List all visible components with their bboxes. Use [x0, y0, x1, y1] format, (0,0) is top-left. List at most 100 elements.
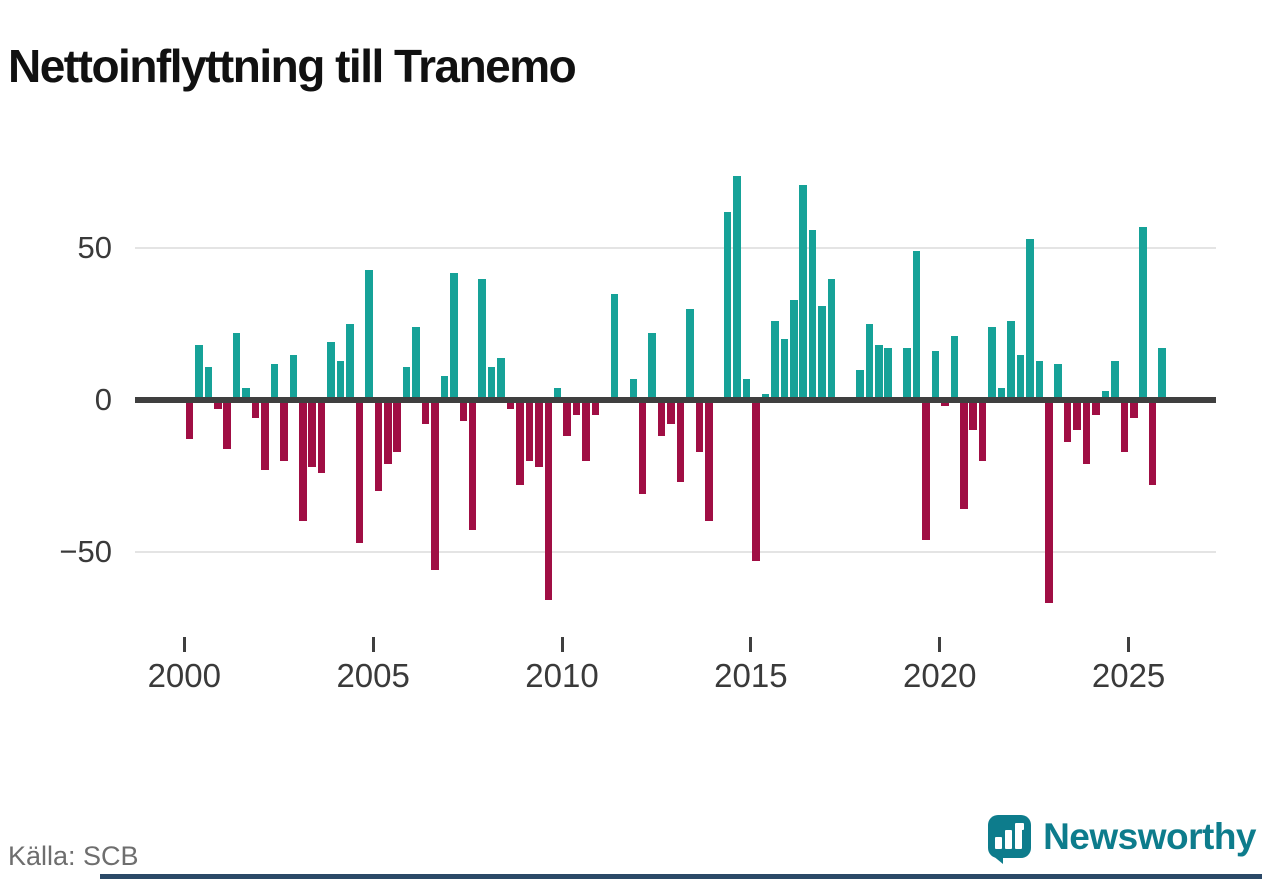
bar-2006Q1 [412, 327, 420, 400]
bar-2009Q1 [525, 400, 534, 461]
bar-2004Q4 [365, 269, 373, 400]
bar-2006Q2 [421, 400, 430, 425]
x-axis-label-2005: 2005 [336, 657, 410, 694]
logo-exclamation-dot [1017, 823, 1025, 830]
bar-2006Q3 [431, 400, 439, 570]
bar-2000Q3 [204, 366, 213, 400]
bar-2012Q3 [657, 400, 666, 437]
bar-2014Q3 [733, 175, 741, 400]
bar-2023Q3 [1073, 400, 1081, 431]
bar-2017Q4 [856, 369, 864, 400]
x-tick-2015 [749, 637, 753, 652]
bar-2007Q1 [450, 272, 458, 400]
bar-2001Q2 [232, 333, 241, 400]
bar-2006Q4 [440, 375, 449, 400]
bar-2002Q2 [270, 363, 279, 400]
bar-2025Q4 [1158, 348, 1166, 400]
bar-2008Q1 [487, 366, 496, 400]
bar-2007Q3 [468, 400, 477, 531]
bar-2014Q2 [723, 211, 732, 400]
bar-2009Q4 [553, 387, 562, 400]
bar-2020Q3 [960, 400, 968, 510]
newsworthy-logo: Newsworthy [988, 815, 1256, 864]
source-note: Källa: SCB [8, 841, 139, 871]
x-axis-label-2025: 2025 [1091, 657, 1166, 694]
bar-2025Q1 [1130, 400, 1138, 419]
bar-2013Q4 [705, 400, 713, 522]
bar-2025Q3 [1148, 400, 1157, 485]
bar-2005Q4 [402, 366, 411, 400]
bar-2001Q3 [242, 387, 250, 400]
logo-bubble-tail [992, 855, 1004, 864]
bar-2009Q2 [535, 400, 543, 467]
bar-2008Q2 [497, 357, 505, 400]
bar-2010Q4 [591, 400, 600, 416]
bar-2011Q4 [629, 378, 638, 400]
bar-2012Q4 [667, 400, 675, 425]
bar-2014Q4 [742, 378, 751, 400]
bar-2019Q3 [922, 400, 930, 540]
bar-2004Q3 [355, 400, 364, 543]
newsworthy-bar-chart-bubble-icon [988, 815, 1032, 864]
bar-2016Q2 [799, 184, 807, 400]
bar-2002Q3 [280, 400, 288, 461]
x-tick-2000 [182, 637, 186, 652]
bar-2023Q2 [1063, 400, 1072, 443]
bar-2001Q4 [251, 400, 260, 419]
bar-2019Q4 [931, 351, 940, 400]
bar-2021Q1 [978, 400, 987, 461]
bar-2022Q1 [1016, 354, 1025, 400]
bar-2005Q3 [393, 400, 401, 452]
bar-2016Q1 [790, 299, 798, 400]
bar-2019Q2 [912, 251, 921, 400]
bar-2015Q1 [752, 400, 760, 561]
bar-2021Q2 [988, 327, 996, 400]
bar-2000Q2 [195, 345, 203, 400]
bar-2004Q1 [336, 360, 345, 400]
bar-2002Q4 [289, 354, 298, 400]
gridline-y-50 [135, 247, 1216, 250]
bar-2000Q4 [214, 400, 222, 410]
bar-2008Q3 [506, 400, 515, 410]
bar-2024Q3 [1111, 360, 1119, 400]
x-tick-2005 [371, 637, 375, 652]
bar-2013Q1 [676, 400, 685, 482]
bar-2000Q1 [185, 400, 194, 440]
bar-2013Q3 [695, 400, 704, 452]
newsworthy-wordmark: Newsworthy [1043, 815, 1256, 857]
bar-2024Q1 [1092, 400, 1100, 416]
bar-2003Q2 [308, 400, 316, 467]
bar-2009Q3 [544, 400, 553, 601]
bar-2018Q2 [875, 345, 883, 400]
bar-2016Q3 [808, 230, 817, 400]
x-axis-label-2010: 2010 [525, 657, 599, 694]
bar-2023Q4 [1082, 400, 1091, 464]
x-axis-label-2015: 2015 [714, 657, 788, 694]
bar-2016Q4 [818, 305, 826, 400]
y-axis-label-50: 50 [77, 230, 112, 266]
bar-2008Q4 [516, 400, 524, 485]
bar-2025Q2 [1139, 227, 1147, 400]
bar-2015Q4 [780, 339, 789, 400]
bar-2020Q4 [969, 400, 977, 431]
bar-2003Q4 [327, 342, 335, 400]
bar-2003Q3 [317, 400, 326, 473]
bar-2002Q1 [261, 400, 269, 470]
bar-2024Q2 [1101, 390, 1110, 400]
logo-bars-glyph [995, 822, 1024, 849]
bar-2011Q2 [610, 293, 619, 400]
x-axis-zero-line [135, 397, 1216, 403]
bar-2018Q3 [884, 348, 892, 400]
x-tick-2010 [560, 637, 564, 652]
bar-2021Q3 [997, 387, 1006, 400]
gridline-y--50 [135, 550, 1216, 553]
y-axis-label--50: −50 [59, 533, 112, 569]
bar-2010Q2 [572, 400, 581, 416]
bar-2005Q2 [384, 400, 392, 464]
bar-2023Q1 [1054, 363, 1062, 400]
bar-2013Q2 [686, 309, 694, 400]
bar-2024Q4 [1120, 400, 1129, 452]
bar-2020Q1 [941, 400, 949, 407]
